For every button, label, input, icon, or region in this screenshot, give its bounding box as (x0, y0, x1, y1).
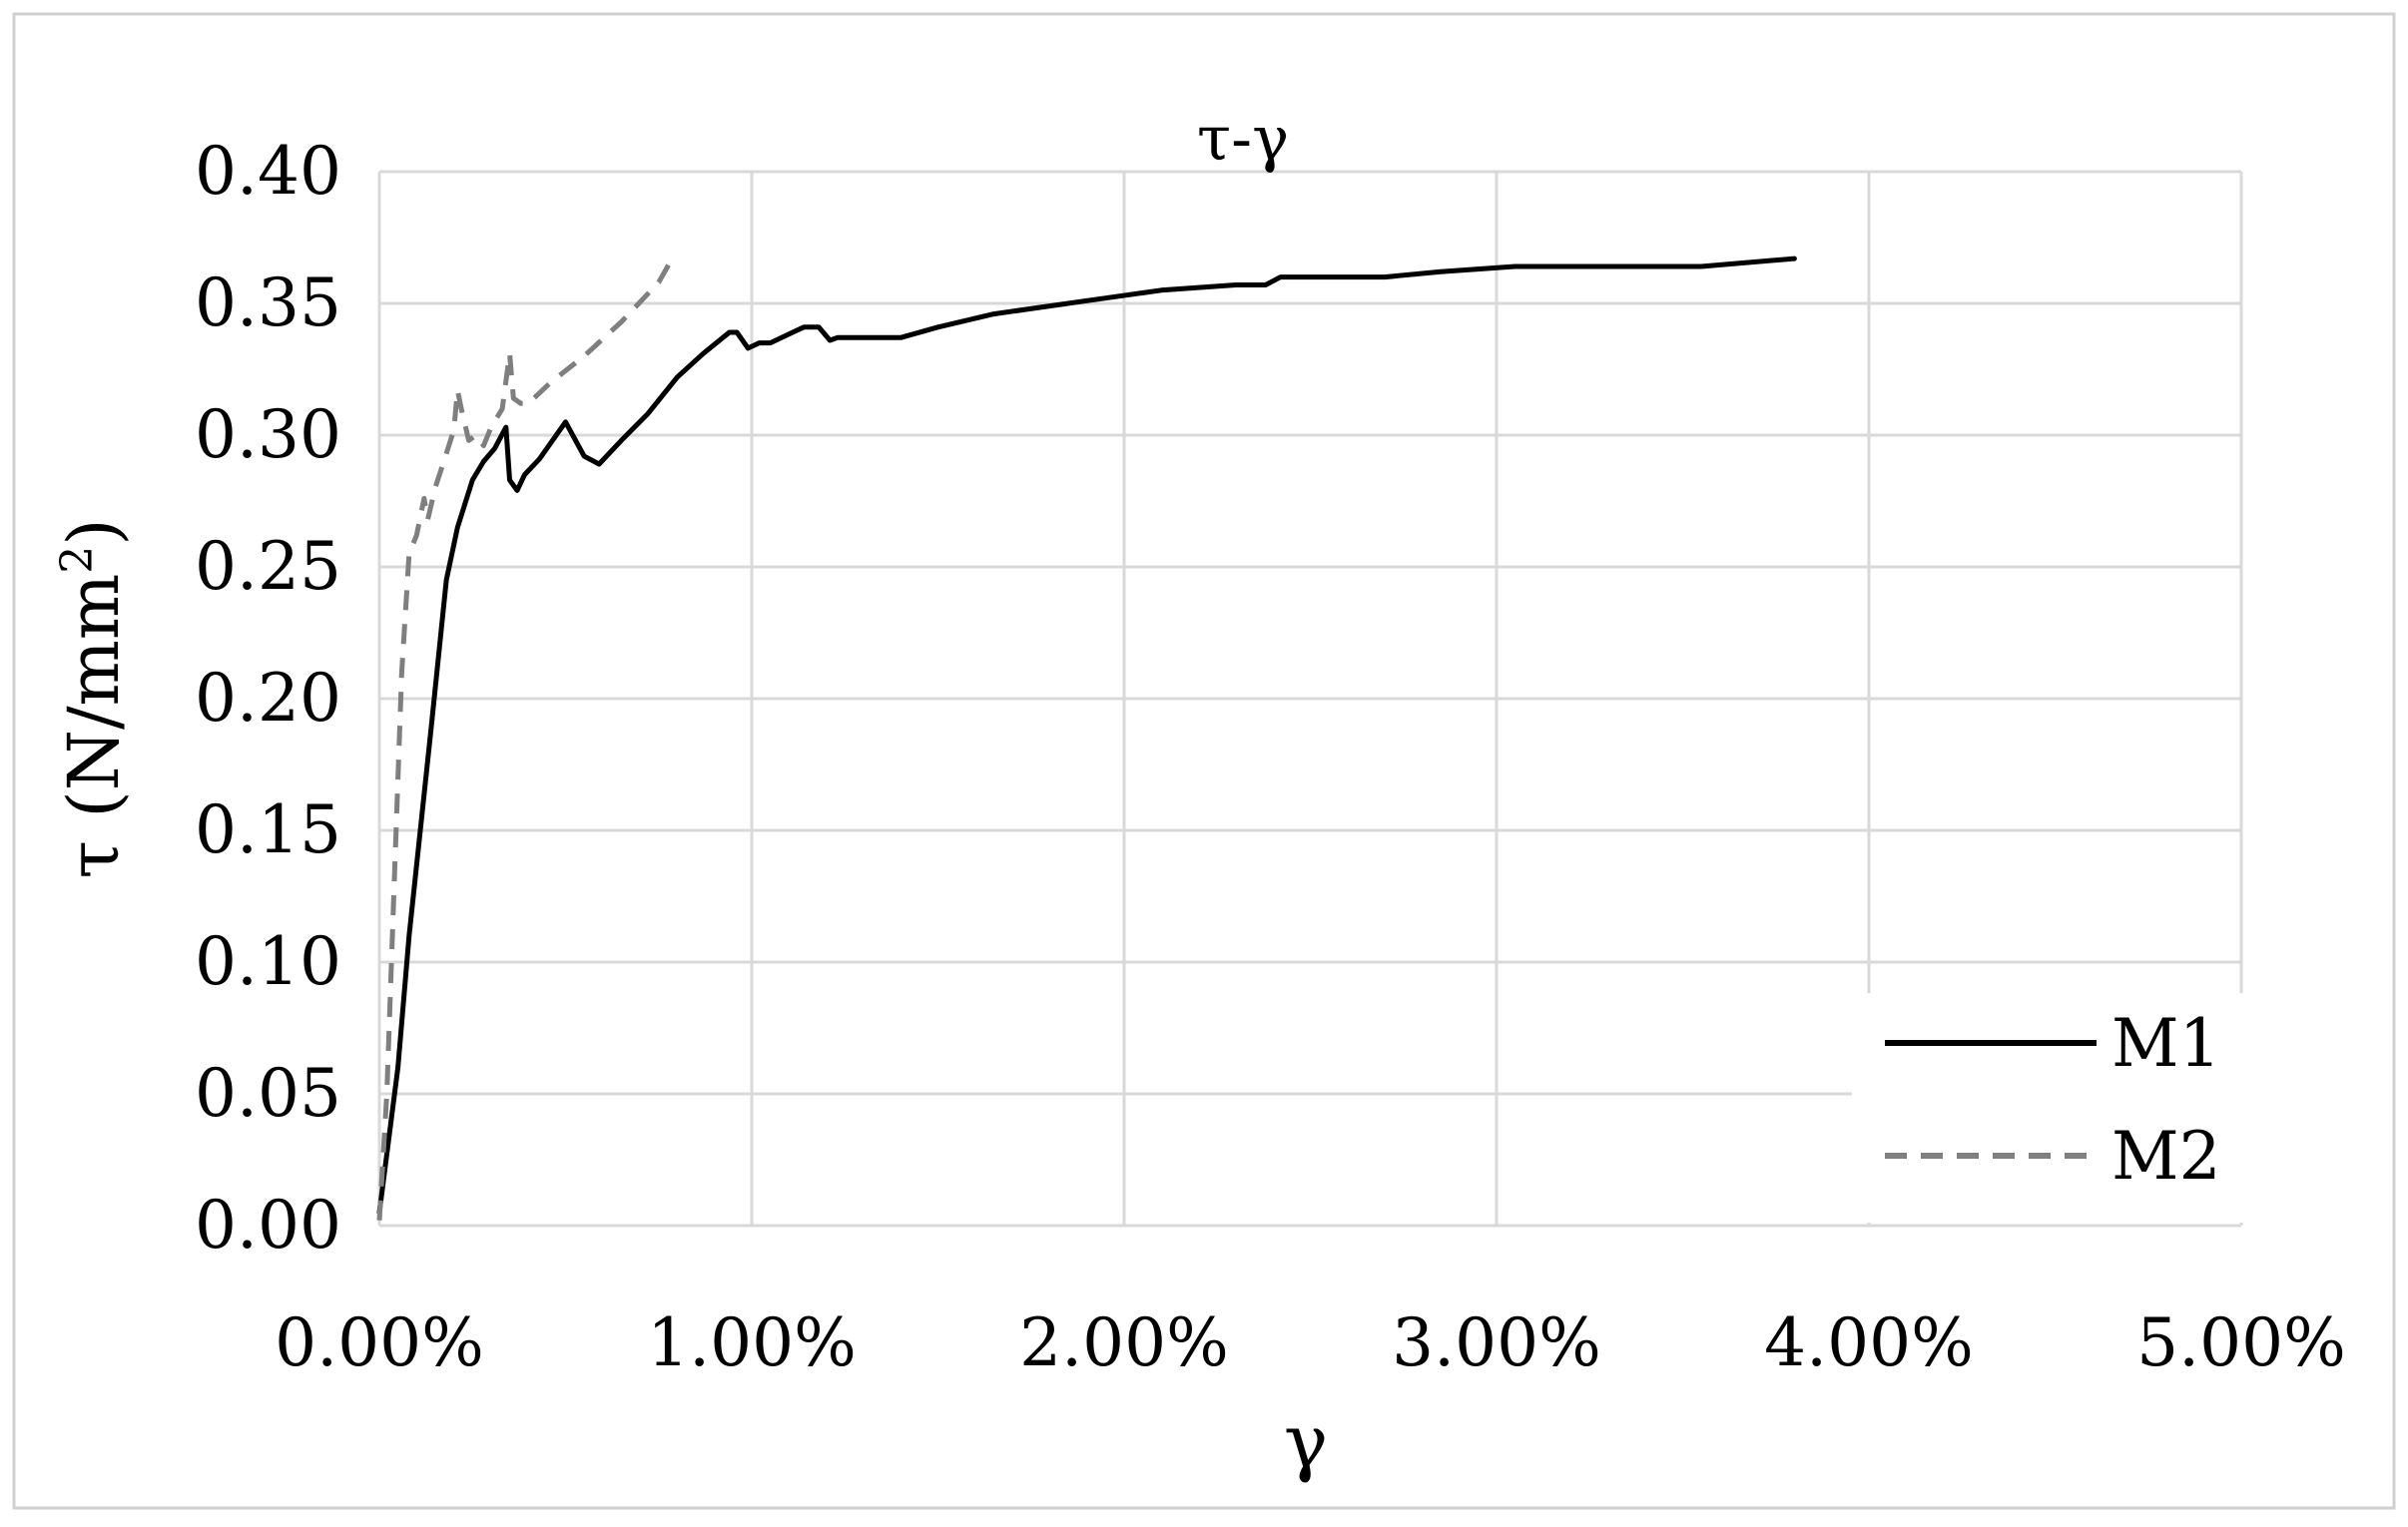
y-tick-label-6: 0.30 (195, 396, 341, 473)
y-tick-label-1: 0.05 (195, 1055, 341, 1132)
y-tick-label-3: 0.15 (195, 791, 341, 868)
y-axis-label: τ (N/mm2) (52, 518, 135, 878)
x-axis-label: γ (1284, 1399, 1328, 1485)
y-tick-label-4: 0.20 (195, 660, 341, 737)
chart-border (12, 12, 2396, 1510)
y-axis-label-main: τ (N/mm (53, 574, 135, 879)
y-tick-label-8: 0.40 (195, 133, 341, 210)
series-layer (376, 254, 1797, 1221)
tick-layer: 0.00 0.05 0.10 0.15 0.20 0.25 0.30 0.35 0.40 0.00… (195, 133, 2346, 1381)
x-tick-label-1: 1.00% (647, 1304, 857, 1381)
x-tick-label-0: 0.00% (275, 1304, 484, 1381)
legend-label-m2: M2 (2111, 1118, 2221, 1195)
y-axis-label-suffix: ) (53, 518, 135, 545)
y-tick-label-2: 0.10 (195, 923, 341, 1000)
legend-label-m1: M1 (2111, 1005, 2221, 1082)
x-tick-label-5: 5.00% (2136, 1304, 2346, 1381)
y-tick-label-5: 0.25 (195, 528, 341, 605)
legend-background (1852, 993, 2256, 1223)
series-line-m1 (376, 255, 1797, 1216)
chart-title: τ-γ (1197, 102, 1289, 175)
y-axis-label-superscript: 2 (52, 546, 103, 574)
y-tick-label-0: 0.00 (195, 1187, 341, 1264)
legend: M1 M2 (1852, 993, 2256, 1223)
x-tick-label-3: 3.00% (1392, 1304, 1601, 1381)
series-line-m2 (376, 254, 676, 1221)
x-tick-label-2: 2.00% (1019, 1304, 1229, 1381)
x-tick-label-4: 4.00% (1764, 1304, 1974, 1381)
y-tick-label-7: 0.35 (195, 264, 341, 341)
